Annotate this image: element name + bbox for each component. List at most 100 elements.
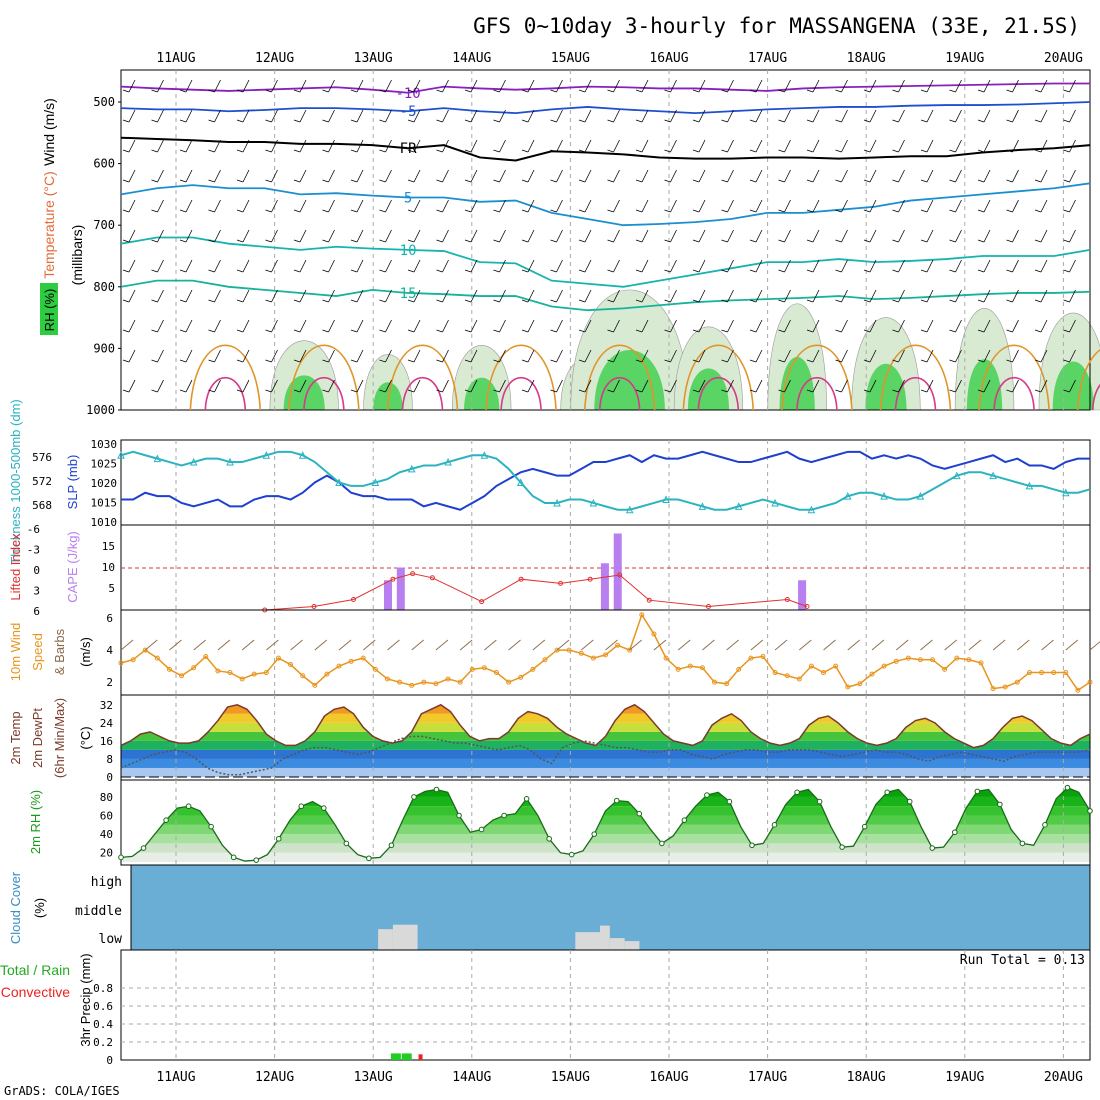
wind-barb [550, 229, 563, 243]
isotherm-10 [120, 236, 1091, 288]
rh-shading-core [464, 377, 500, 410]
wind-barb [692, 229, 706, 243]
wind-speed-point [966, 657, 972, 663]
wind-barb [122, 229, 136, 243]
wind-speed-point [651, 631, 657, 637]
wind-barb [379, 79, 392, 93]
wind-barb [293, 169, 307, 183]
surface-wind-barb [435, 639, 449, 651]
surface-wind-barb [484, 639, 497, 651]
surface-wind-barb [508, 639, 521, 651]
isotherm-20 [288, 344, 360, 411]
wind-barb [949, 169, 962, 183]
rh-point [388, 842, 395, 849]
wind-speed-point [566, 647, 572, 653]
isotherm-25 [598, 376, 641, 411]
isotherm-20 [682, 344, 755, 411]
wind-barb [151, 79, 164, 93]
lifted-index-line [264, 573, 808, 611]
wind-barb [892, 349, 905, 363]
wind-barb [692, 379, 706, 393]
wind-barb [265, 289, 278, 303]
wind-speed-point [917, 657, 923, 663]
wind-barb [863, 259, 877, 273]
wind-barb [977, 259, 991, 273]
wind-barb [293, 229, 307, 243]
wind-barb [1034, 79, 1048, 93]
surface-wind-barb [362, 639, 376, 651]
wind-barb [236, 169, 250, 183]
wind-barb [322, 139, 335, 153]
rh-legend-swatch [40, 283, 58, 335]
wind-barb [692, 259, 706, 273]
wind-barb [265, 319, 278, 333]
wind-barb [1063, 139, 1076, 153]
wind-barb [208, 139, 221, 153]
wind-barb [1006, 349, 1019, 363]
dewpoint-line [120, 735, 1091, 776]
surface-wind-barb [799, 639, 812, 651]
wind-barb [521, 319, 535, 333]
pressure-tick: 800 [93, 280, 115, 294]
wind-barb [920, 349, 934, 363]
ylabel-cloud-units: (%) [32, 898, 47, 918]
wind-barb [949, 199, 962, 213]
rh-point [749, 842, 755, 849]
wind-barb [1034, 229, 1048, 243]
wind-barb [920, 319, 934, 333]
cape-tick: 15 [102, 540, 115, 553]
wind-barb [863, 109, 877, 123]
wind-barb [322, 379, 335, 393]
surface-wind-barb [677, 639, 691, 651]
wind-barb [379, 199, 392, 213]
wind-barb [293, 349, 307, 363]
wind-barb [635, 229, 649, 243]
slp-tick: 1025 [91, 458, 118, 471]
wind-barb [464, 319, 478, 333]
wind-barb [749, 319, 763, 333]
wind-barb [977, 79, 991, 93]
rh-band [121, 834, 1090, 844]
rh-point [208, 823, 214, 830]
wind-barb [265, 109, 278, 123]
date-label-top: 19AUG [945, 51, 984, 66]
wind-barb [265, 229, 278, 243]
wind-barb [835, 229, 848, 243]
wind-barb [236, 199, 250, 213]
wind-speed-point [663, 655, 669, 661]
wind-speed-point [397, 679, 403, 685]
wind-barb [778, 199, 791, 213]
rh-point [275, 835, 282, 842]
rh-point [321, 805, 327, 811]
wind-barb [664, 379, 677, 393]
rh-tick: 20 [100, 847, 113, 860]
wind-barb [806, 259, 820, 273]
wind-barb [806, 349, 820, 363]
temperature-band [121, 687, 1090, 705]
isotherm-20 [386, 344, 459, 411]
precip-tick: 0 [106, 1054, 113, 1067]
wind-barb [721, 139, 734, 153]
wind-tick: 6 [106, 612, 113, 625]
wind-barb [236, 319, 250, 333]
wind-barb [493, 199, 506, 213]
rh-point [140, 845, 147, 851]
thickness-point [407, 464, 416, 473]
wind-barb [236, 229, 250, 243]
wind-speed-point [736, 666, 742, 672]
li-tick: -3 [27, 544, 40, 557]
surface-wind-barb [169, 639, 182, 651]
wind-barb [179, 289, 193, 303]
wind-speed-point [384, 676, 390, 682]
rh-point [906, 798, 913, 805]
wind-barb [806, 79, 820, 93]
rh-point [951, 829, 958, 836]
temperature-tick: 16 [100, 735, 113, 748]
wind-barb [265, 139, 278, 153]
wind-barb [350, 349, 364, 363]
run-total-label: Run Total = 0.13 [960, 953, 1085, 968]
wind-barb [464, 199, 478, 213]
ylabel-wind: Wind (m/s) [41, 98, 57, 166]
wind-barb [179, 349, 193, 363]
wind-barb [749, 379, 763, 393]
